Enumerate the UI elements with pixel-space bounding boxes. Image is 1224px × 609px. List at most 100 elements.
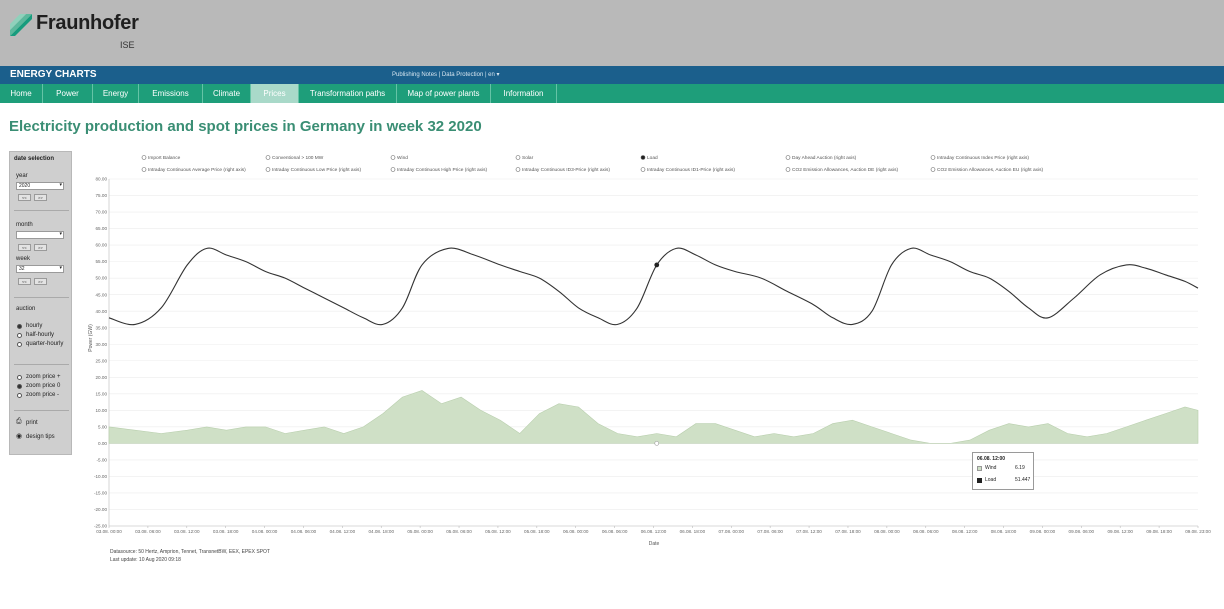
x-tick-label: 07.08. 00:00 — [719, 529, 745, 534]
tooltip-date: 06.08. 12:00 — [977, 456, 1006, 462]
wind-area[interactable] — [108, 390, 1199, 444]
legend-marker[interactable] — [930, 155, 936, 160]
auction-half-hourly-radio[interactable] — [17, 333, 22, 338]
zoom-plus-radio[interactable] — [17, 375, 22, 380]
fraunhofer-mark-icon — [10, 14, 32, 36]
chart-tooltip: 06.08. 12:00 Wind 6.19 Load 51.447 — [972, 452, 1034, 490]
legend-item[interactable]: Intraday Continuous ID3-Price (right axi… — [522, 167, 610, 173]
legend-item[interactable]: Intraday Continuous Low Price (right axi… — [272, 167, 361, 173]
nav-information[interactable]: Information — [491, 84, 557, 103]
legend-item[interactable]: Intraday Continuous Average Price (right… — [148, 167, 246, 173]
x-tick-label: 03.08. 06:00 — [135, 529, 161, 534]
legend-item[interactable]: Load — [647, 155, 658, 161]
month-label: month — [16, 222, 33, 228]
y-tick-label: 10.00 — [96, 408, 108, 413]
legend-item[interactable]: Intraday Continuous ID1-Price (right axi… — [647, 167, 735, 173]
nav-map-of-power-plants[interactable]: Map of power plants — [397, 84, 491, 103]
x-tick-label: 03.08. 12:00 — [174, 529, 200, 534]
divider — [14, 297, 69, 298]
legend-marker[interactable] — [785, 167, 791, 172]
legend-marker[interactable] — [515, 155, 521, 160]
legend-marker[interactable] — [390, 167, 396, 172]
design-tips-link[interactable]: design tips — [26, 434, 55, 440]
y-axis-label: Power (GW) — [88, 324, 94, 352]
wind-area-layer — [108, 390, 1199, 444]
nav-energy[interactable]: Energy — [93, 84, 139, 103]
legend-item[interactable]: Wind — [397, 155, 408, 161]
chevron-down-icon: ▾ — [59, 265, 62, 271]
chevron-down-icon: ▾ — [59, 182, 62, 188]
week-prev-button[interactable]: << — [18, 278, 31, 285]
auction-quarter-hourly-radio[interactable] — [17, 342, 22, 347]
legend-marker[interactable] — [141, 167, 147, 172]
legend-item[interactable]: Solar — [522, 155, 534, 161]
y-tick-label: 40.00 — [96, 309, 108, 314]
legend-marker[interactable] — [390, 155, 396, 160]
year-select[interactable]: 2020 ▾ — [16, 182, 64, 190]
zoom-minus-radio[interactable] — [17, 393, 22, 398]
y-tick-label: 30.00 — [96, 342, 108, 347]
x-tick-label: 07.08. 18:00 — [835, 529, 861, 534]
nav-power[interactable]: Power — [43, 84, 93, 103]
month-prev-button[interactable]: << — [18, 244, 31, 251]
x-tick-label: 09.08. 18:00 — [1146, 529, 1172, 534]
nav-transformation-paths[interactable]: Transformation paths — [299, 84, 397, 103]
nav-home[interactable]: Home — [0, 84, 43, 103]
print-link[interactable]: print — [26, 420, 38, 426]
legend-marker[interactable] — [930, 167, 936, 172]
x-tick-label: 08.08. 12:00 — [952, 529, 978, 534]
print-icon[interactable]: ⎙ — [16, 418, 22, 425]
app-title[interactable]: ENERGY CHARTS — [10, 69, 97, 80]
nav-emissions[interactable]: Emissions — [139, 84, 203, 103]
x-tick-label: 04.08. 18:00 — [368, 529, 394, 534]
load-hover-marker — [654, 262, 660, 268]
legend-item[interactable]: Import Balance — [148, 155, 181, 161]
year-prev-button[interactable]: << — [18, 194, 31, 201]
tooltip-load-label: Load — [985, 477, 997, 483]
nav-climate[interactable]: Climate — [203, 84, 251, 103]
legend-item[interactable]: CO2 Emission Allowances, Auction EU (rig… — [937, 167, 1044, 173]
fraunhofer-logo[interactable]: Fraunhofer ISE — [10, 8, 150, 58]
legend-item[interactable]: Day Ahead Auction (right axis) — [792, 155, 857, 161]
y-tick-label: 5.00 — [98, 424, 107, 429]
logo-org-sub: ISE — [120, 40, 135, 50]
chart-legend: Import Balance Conventional > 100 MW Wind S… — [141, 155, 1044, 173]
auction-half-hourly-label: half-hourly — [26, 332, 55, 338]
zoom-zero-radio[interactable] — [17, 384, 22, 389]
hover-markers — [654, 262, 660, 446]
legend-marker[interactable] — [640, 155, 646, 160]
last-update-text: Last update: 10 Aug 2020 09:18 — [110, 557, 181, 563]
auction-hourly-radio[interactable] — [17, 324, 22, 329]
app-links[interactable]: Publishing Notes | Data Protection | en … — [392, 72, 500, 78]
legend-marker[interactable] — [640, 167, 646, 172]
month-next-button[interactable]: >> — [34, 244, 47, 251]
x-tick-label: 05.08. 06:00 — [446, 529, 472, 534]
x-tick-label: 04.08. 06:00 — [291, 529, 317, 534]
nav-prices[interactable]: Prices — [251, 84, 299, 103]
y-tick-label: 45.00 — [96, 292, 108, 297]
main-nav: Home Power Energy Emissions Climate Pric… — [0, 84, 1224, 103]
week-select[interactable]: 32 ▾ — [16, 265, 64, 273]
legend-item[interactable]: CO2 Emission Allowances, Auction DE (rig… — [792, 167, 899, 173]
legend-item[interactable]: Intraday Continuous High Price (right ax… — [397, 167, 488, 173]
legend-marker[interactable] — [265, 155, 271, 160]
legend-item[interactable]: Conventional > 100 MW — [272, 155, 324, 161]
y-tick-label: 75.00 — [96, 193, 108, 198]
legend-marker[interactable] — [785, 155, 791, 160]
load-line[interactable] — [108, 247, 1199, 326]
legend-marker[interactable] — [265, 167, 271, 172]
header-bar: Fraunhofer ISE — [0, 0, 1224, 66]
legend-item[interactable]: Intraday Continuous Index Price (right a… — [937, 155, 1029, 161]
month-select[interactable]: ▾ — [16, 231, 64, 239]
info-icon[interactable]: ◉ — [16, 433, 23, 440]
week-value: 32 — [19, 266, 25, 272]
x-tick-label: 08.08. 06:00 — [913, 529, 939, 534]
logo-org-name: Fraunhofer — [36, 12, 139, 34]
load-line-layer — [108, 247, 1199, 326]
tooltip-wind-value: 6.19 — [1015, 465, 1025, 471]
legend-marker[interactable] — [515, 167, 521, 172]
week-label: week — [16, 256, 31, 262]
week-next-button[interactable]: >> — [34, 278, 47, 285]
year-next-button[interactable]: >> — [34, 194, 47, 201]
legend-marker[interactable] — [141, 155, 147, 160]
